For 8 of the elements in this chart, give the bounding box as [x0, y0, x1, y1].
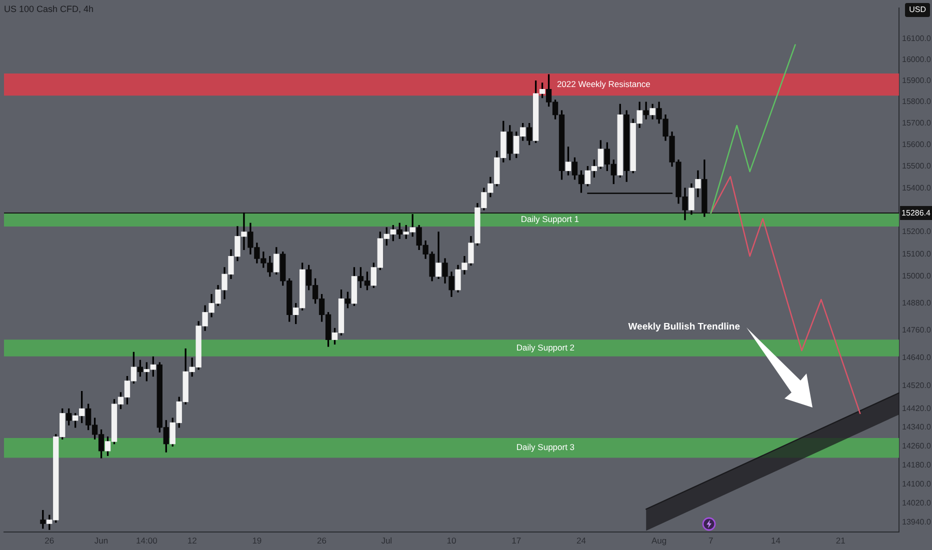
chart-title: US 100 Cash CFD, 4h	[4, 4, 94, 15]
band-label: Daily Support 3	[516, 442, 575, 452]
y-axis-title: USD	[905, 3, 930, 17]
band-label: 2022 Weekly Resistance	[556, 78, 651, 89]
annotation: Weekly Bullish Trendline	[628, 322, 740, 333]
band-label: Daily Support 1	[520, 214, 580, 224]
ref-line-label: 15286.4	[902, 208, 932, 218]
band-label: Daily Support 2	[516, 342, 575, 352]
